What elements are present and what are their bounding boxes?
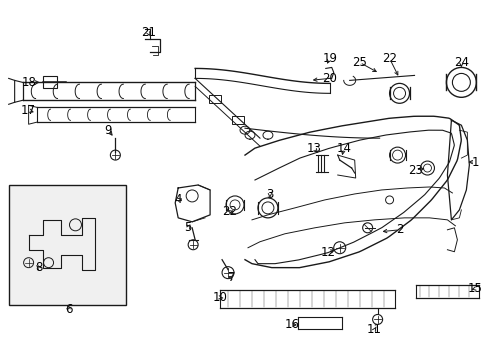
Text: 11: 11 (366, 323, 381, 336)
Text: 19: 19 (322, 52, 337, 65)
Text: 15: 15 (467, 282, 482, 295)
Text: 1: 1 (470, 156, 478, 168)
Text: 18: 18 (21, 76, 36, 89)
Text: 22: 22 (222, 205, 237, 219)
Bar (42, 76, 57, 88)
Text: 14: 14 (336, 141, 350, 155)
Text: 8: 8 (35, 261, 42, 274)
Text: 9: 9 (104, 124, 112, 137)
Text: 4: 4 (174, 193, 182, 206)
Bar (209, 95, 221, 103)
Text: 2: 2 (395, 223, 403, 236)
Text: 22: 22 (381, 52, 396, 65)
Text: 13: 13 (306, 141, 321, 155)
Text: 25: 25 (351, 56, 366, 69)
Text: 3: 3 (265, 188, 273, 202)
Bar (232, 116, 244, 124)
Text: 10: 10 (212, 291, 227, 304)
Text: 23: 23 (407, 163, 422, 176)
Text: 12: 12 (320, 246, 335, 259)
Text: 20: 20 (322, 72, 337, 85)
Bar (9, 185, 126, 305)
Text: 21: 21 (141, 26, 156, 39)
Text: 5: 5 (184, 221, 191, 234)
Text: 6: 6 (64, 303, 72, 316)
Text: 16: 16 (284, 318, 299, 331)
Text: 17: 17 (21, 104, 36, 117)
Text: 24: 24 (453, 56, 468, 69)
Text: 7: 7 (228, 271, 235, 284)
